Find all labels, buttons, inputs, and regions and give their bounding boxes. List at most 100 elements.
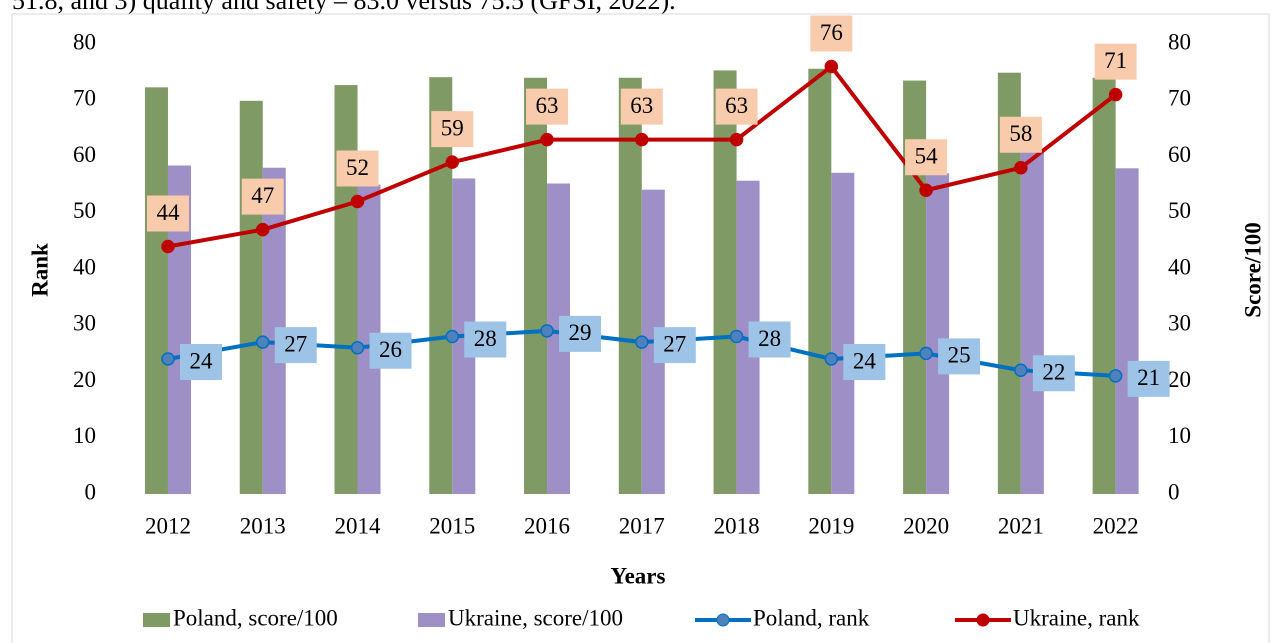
bar [334, 85, 358, 494]
context-text: 51.8, and 3) quality and safety – 83.0 v… [12, 0, 676, 15]
bar [262, 167, 286, 494]
marker [919, 183, 933, 197]
x-tick-label: 2021 [998, 513, 1044, 538]
y-axis-title: Rank [27, 243, 52, 297]
legend-label: Poland, rank [753, 605, 870, 630]
data-label: 24 [189, 348, 213, 373]
y-tick-label: 0 [85, 479, 97, 504]
bar [144, 87, 168, 494]
data-label: 58 [1009, 121, 1032, 146]
y-tick-label: 70 [73, 86, 96, 111]
data-label-box [620, 88, 663, 125]
y2-tick-label: 60 [1168, 142, 1191, 167]
data-label-box [938, 338, 981, 375]
data-label: 52 [346, 155, 369, 180]
data-label-box [369, 332, 412, 369]
marker [540, 132, 554, 147]
bar [357, 184, 381, 494]
bar [1115, 168, 1139, 494]
data-label-box [653, 327, 696, 364]
bar [926, 173, 950, 494]
x-tick-label: 2017 [619, 513, 665, 538]
data-label-box [905, 139, 948, 176]
data-label: 63 [630, 93, 653, 118]
legend-label: Ukraine, score/100 [448, 605, 623, 630]
data-label-box [179, 344, 222, 380]
marker [1108, 87, 1123, 102]
x-axis-title: Years [611, 563, 666, 588]
x-tick-label: 2014 [335, 513, 382, 538]
data-label: 27 [284, 331, 307, 356]
legend-swatch [143, 613, 170, 627]
data-label: 63 [536, 93, 559, 118]
marker [540, 324, 554, 338]
bar [997, 72, 1021, 494]
y-tick-label: 30 [73, 311, 96, 336]
y2-tick-label: 20 [1168, 367, 1191, 392]
y-tick-label: 10 [73, 423, 96, 448]
marker [350, 341, 365, 355]
marker [824, 59, 839, 74]
data-label: 44 [156, 200, 180, 225]
legend-label: Ukraine, rank [1013, 605, 1140, 630]
bar [239, 100, 263, 494]
y2-tick-label: 70 [1168, 86, 1191, 111]
bar [429, 77, 453, 494]
marker [1014, 161, 1028, 175]
y2-tick-label: 50 [1168, 198, 1191, 223]
marker [919, 346, 933, 361]
y-tick-label: 20 [73, 367, 96, 392]
marker [729, 132, 744, 147]
bar [618, 77, 642, 494]
data-label: 63 [725, 93, 748, 118]
bar [1020, 150, 1044, 494]
data-label: 24 [853, 348, 877, 373]
y2-tick-label: 0 [1168, 479, 1180, 504]
data-label-box [1127, 360, 1170, 397]
data-label: 21 [1137, 365, 1160, 390]
data-label-box [999, 116, 1042, 153]
legend-marker [716, 613, 730, 627]
bar [1092, 77, 1116, 494]
marker [635, 132, 649, 147]
marker [255, 335, 270, 349]
x-tick-label: 2022 [1093, 513, 1139, 538]
y-tick-label: 80 [73, 29, 96, 54]
x-tick-label: 2012 [145, 513, 191, 538]
y2-tick-label: 30 [1168, 311, 1191, 336]
data-label: 76 [820, 20, 843, 45]
x-tick-label: 2015 [429, 513, 475, 538]
x-tick-label: 2016 [524, 513, 570, 538]
y2-tick-label: 10 [1168, 423, 1191, 448]
x-tick-label: 2020 [903, 513, 949, 538]
marker [824, 352, 839, 366]
data-label-box [748, 321, 791, 358]
bar [524, 77, 548, 494]
y2-tick-label: 80 [1168, 29, 1191, 54]
data-label: 28 [474, 326, 497, 351]
data-label: 54 [915, 144, 939, 169]
x-tick-label: 2018 [714, 513, 760, 538]
data-label: 59 [441, 115, 464, 140]
y-tick-label: 50 [73, 198, 96, 223]
bar [547, 183, 571, 494]
data-label: 47 [251, 183, 274, 208]
data-label-box [274, 327, 317, 364]
data-label-box [1094, 43, 1137, 80]
legend-label: Poland, score/100 [173, 605, 338, 630]
marker [161, 239, 175, 254]
marker [161, 352, 175, 366]
data-label: 27 [663, 331, 686, 356]
bar [808, 68, 832, 494]
data-label: 25 [948, 343, 971, 368]
x-tick-label: 2019 [808, 513, 854, 538]
y-tick-label: 40 [73, 254, 96, 279]
y2-tick-label: 40 [1168, 254, 1191, 279]
data-label: 22 [1042, 360, 1065, 385]
data-label-box [715, 88, 758, 125]
data-label: 26 [379, 337, 402, 362]
y2-axis-title: Score/100 [1240, 222, 1265, 317]
marker [255, 222, 270, 237]
